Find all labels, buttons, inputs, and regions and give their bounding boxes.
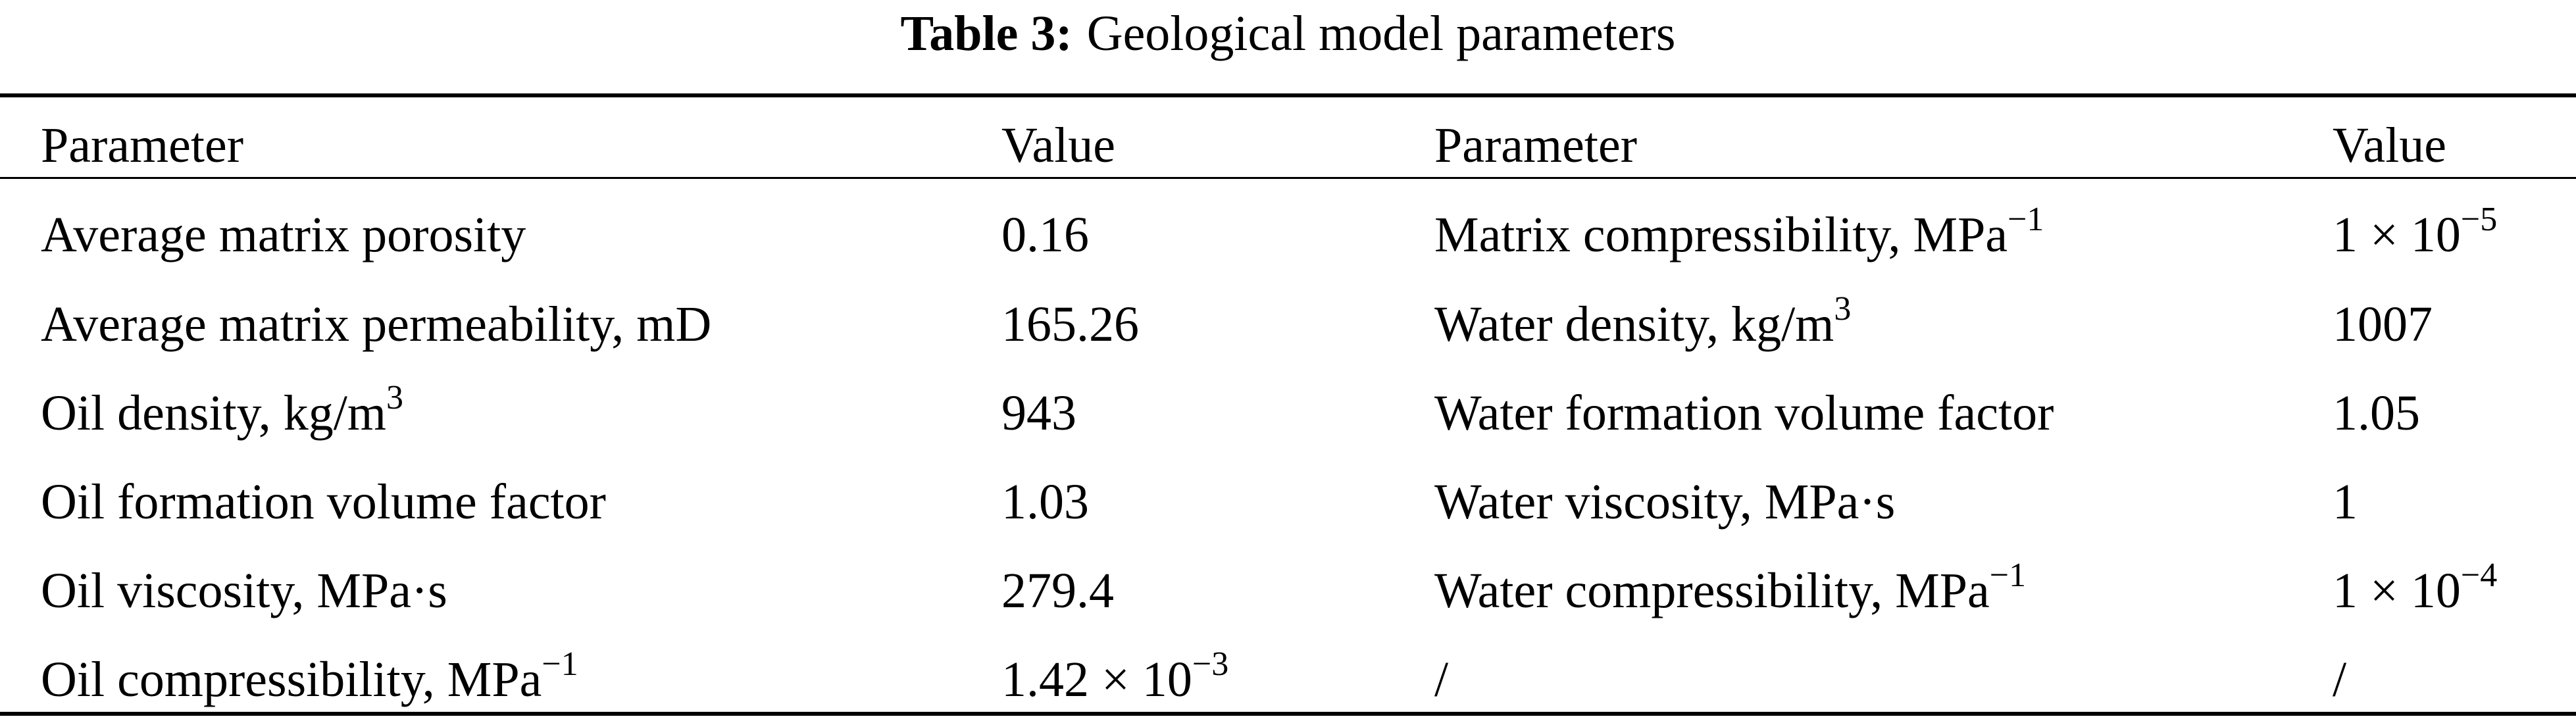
header-rule — [0, 177, 2576, 179]
table-cell: Oil compressibility, MPa−1 — [41, 645, 578, 707]
superscript: −1 — [1989, 556, 2027, 594]
table-cell: Water density, kg/m3 — [1434, 289, 1852, 352]
table-caption: Table 3: Geological model parameters — [0, 4, 2576, 63]
superscript: −1 — [542, 645, 578, 683]
table-cell: Matrix compressibility, MPa−1 — [1434, 200, 2044, 262]
table-cell: 1 × 10−5 — [2333, 200, 2498, 262]
table-cell: 1007 — [2333, 297, 2433, 352]
table-cell: 1.05 — [2333, 386, 2420, 441]
header-value-right: Value — [2333, 118, 2447, 173]
superscript: −4 — [2460, 556, 2498, 594]
table-label: Table 3: — [900, 6, 1073, 61]
table-cell: Average matrix permeability, mD — [41, 297, 712, 352]
table-cell: 1.42 × 10−3 — [1001, 645, 1229, 707]
header-value-left: Value — [1001, 118, 1116, 173]
superscript: −3 — [1192, 645, 1229, 683]
table-cell: / — [2333, 652, 2347, 707]
superscript: 3 — [1834, 289, 1852, 328]
table-cell: 279.4 — [1001, 563, 1114, 618]
superscript: 3 — [386, 378, 403, 416]
table-cell: Oil density, kg/m3 — [41, 378, 403, 441]
table-cell: 165.26 — [1001, 297, 1139, 352]
bottom-rule — [0, 712, 2576, 716]
table-cell: Water compressibility, MPa−1 — [1434, 556, 2027, 618]
table-cell: Average matrix porosity — [41, 207, 526, 262]
table-cell: 0.16 — [1001, 207, 1089, 262]
table-cell: 943 — [1001, 386, 1076, 441]
table-cell: Oil formation volume factor — [41, 474, 606, 530]
table-cell: Water viscosity, MPa·s — [1434, 474, 1896, 530]
table-cell: 1.03 — [1001, 474, 1089, 530]
table-cell: 1 × 10−4 — [2333, 556, 2498, 618]
table-cell: 1 — [2333, 474, 2358, 530]
table-title: Geological model parameters — [1086, 6, 1676, 61]
table-cell: / — [1434, 652, 1449, 707]
header-parameter-right: Parameter — [1434, 118, 1638, 173]
superscript: −5 — [2460, 200, 2498, 238]
superscript: −1 — [2008, 200, 2044, 238]
table-cell: Water formation volume factor — [1434, 386, 2054, 441]
table-cell: Oil viscosity, MPa·s — [41, 563, 447, 618]
header-parameter-left: Parameter — [41, 118, 244, 173]
top-rule — [0, 93, 2576, 97]
